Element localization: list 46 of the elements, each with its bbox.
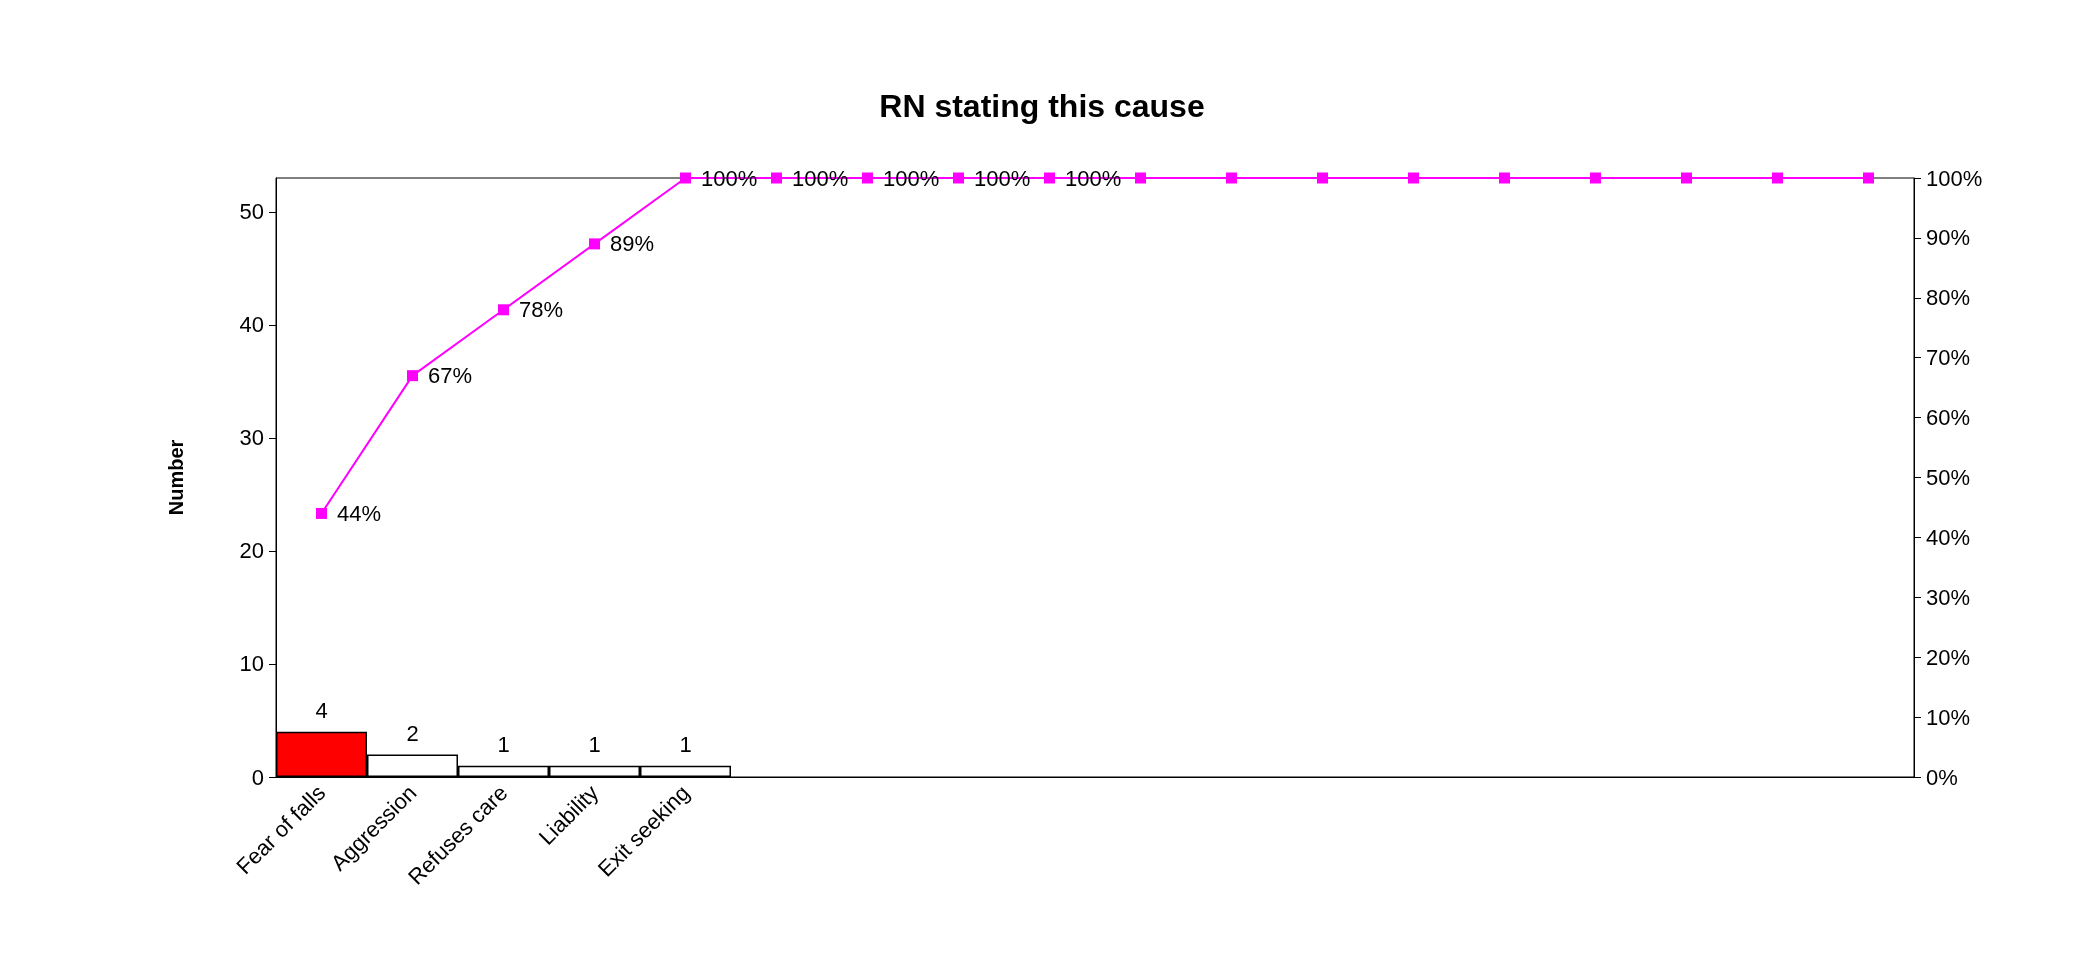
data-label: 1 [497, 732, 510, 758]
point [316, 507, 327, 519]
point [680, 172, 691, 184]
data-label: 44% [337, 500, 382, 526]
y2-tick-label: 30% [1926, 584, 1971, 610]
y2-tick-label: 60% [1926, 405, 1971, 431]
data-label: 89% [610, 231, 655, 257]
y-axis-title: Number [165, 439, 187, 516]
data-label: 67% [428, 363, 473, 389]
y2-tick-label: 50% [1926, 465, 1971, 490]
chart-title: RN stating this cause [879, 88, 1205, 124]
y2-tick-label: 40% [1926, 524, 1971, 550]
y2-tick-label: 70% [1926, 345, 1971, 371]
point [1226, 172, 1237, 184]
point [1044, 172, 1055, 184]
y2-tick-label: 0% [1926, 764, 1958, 790]
point [1863, 172, 1874, 184]
data-label: 4 [315, 698, 328, 724]
y2-tick-label: 90% [1926, 225, 1971, 251]
point [589, 238, 600, 250]
y2-tick-label: 80% [1926, 285, 1971, 311]
point [953, 172, 964, 184]
point [1499, 172, 1510, 184]
y2-tick-label: 10% [1926, 704, 1971, 730]
point [498, 304, 509, 316]
y-tick-label: 20 [239, 538, 264, 564]
point [1772, 172, 1783, 184]
y2-tick-label: 100% [1926, 165, 1983, 191]
point [1135, 172, 1146, 184]
data-label: 1 [588, 732, 601, 758]
data-label: 2 [406, 720, 419, 746]
y-tick-label: 40 [239, 312, 264, 338]
point [1590, 172, 1601, 184]
y2-tick-label: 20% [1926, 644, 1971, 670]
y-tick-label: 30 [239, 425, 264, 451]
point [1681, 172, 1692, 184]
point [1408, 172, 1419, 184]
y-tick-label: 0 [251, 764, 264, 790]
point [771, 172, 782, 184]
data-label: 1 [679, 732, 692, 758]
point [862, 172, 873, 184]
y-tick-label: 50 [239, 199, 264, 225]
point [1317, 172, 1328, 184]
data-label: 78% [519, 297, 564, 323]
y-tick-label: 10 [239, 651, 264, 677]
point [407, 370, 418, 382]
